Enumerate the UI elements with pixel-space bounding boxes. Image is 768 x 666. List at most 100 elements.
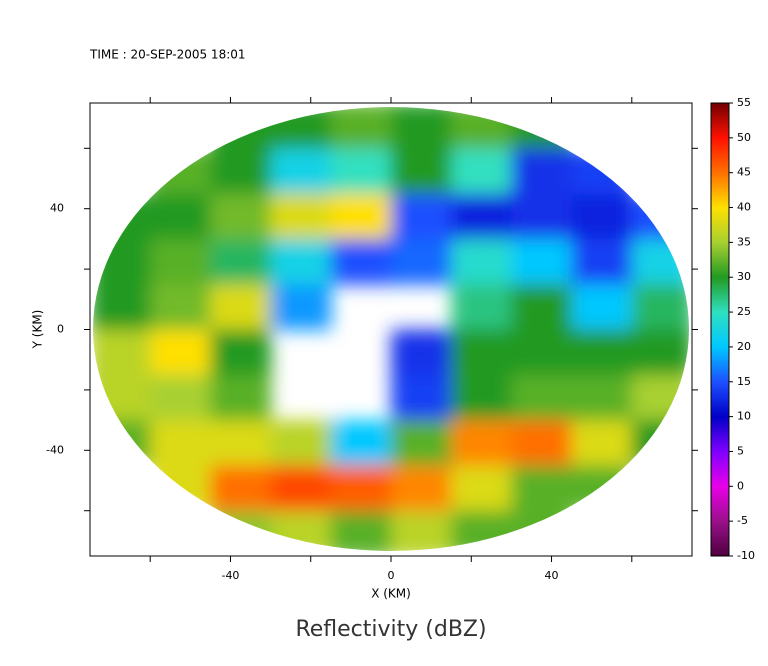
cell <box>150 284 211 330</box>
cell <box>571 193 633 240</box>
cell <box>631 284 689 330</box>
cell <box>210 107 272 149</box>
cell <box>451 107 512 149</box>
x-tick-label: 0 <box>388 569 395 582</box>
cell <box>330 420 392 466</box>
cell <box>93 374 151 421</box>
y-tick-label: 0 <box>57 323 64 336</box>
cell <box>210 510 272 551</box>
cell <box>330 465 392 512</box>
cell <box>150 238 211 285</box>
cell <box>571 238 633 285</box>
cell <box>391 148 452 195</box>
cell <box>451 284 512 330</box>
cell <box>150 465 211 512</box>
cell <box>571 148 633 195</box>
cell <box>451 510 512 551</box>
cell <box>270 465 332 512</box>
cell <box>391 238 452 285</box>
colorbar-tick-label: 5 <box>737 444 744 457</box>
colorbar <box>711 103 729 556</box>
cell <box>631 374 689 421</box>
cell <box>511 193 573 240</box>
cell <box>511 107 573 149</box>
cell <box>93 329 151 376</box>
y-tick-label: -40 <box>46 443 64 456</box>
cell <box>571 465 633 512</box>
cell <box>511 284 573 330</box>
cell <box>571 374 633 421</box>
colorbar-tick-label: 55 <box>737 96 751 109</box>
cell <box>391 374 452 421</box>
colorbar-tick-label: 20 <box>737 340 751 353</box>
cell <box>150 193 211 240</box>
field <box>93 107 689 551</box>
cell <box>631 420 689 466</box>
cell <box>391 107 452 149</box>
cell <box>270 148 332 195</box>
chart-title: Reflectivity (dBZ) <box>295 617 486 642</box>
y-axis-label: Y (KM) <box>31 310 45 350</box>
cell <box>391 420 452 466</box>
cell <box>451 465 512 512</box>
x-tick-label: -40 <box>221 569 239 582</box>
colorbar-tick-label: -10 <box>737 549 755 562</box>
x-tick-label: 40 <box>545 569 559 582</box>
cell <box>330 148 392 195</box>
cell <box>511 238 573 285</box>
cell <box>210 148 272 195</box>
cell <box>270 284 332 330</box>
cell <box>511 329 573 376</box>
cell <box>270 238 332 285</box>
colorbar-tick-label: 35 <box>737 235 751 248</box>
cell <box>210 420 272 466</box>
cell <box>391 329 452 376</box>
colorbar-tick-label: 15 <box>737 375 751 388</box>
cell <box>330 238 392 285</box>
cell <box>511 374 573 421</box>
colorbar-tick-label: 30 <box>737 270 751 283</box>
cell <box>391 510 452 551</box>
cell <box>571 329 633 376</box>
cell <box>210 465 272 512</box>
cell <box>511 148 573 195</box>
y-tick-label: 40 <box>50 202 64 215</box>
subtitle: TIME : 20-SEP-2005 18:01 <box>89 48 246 62</box>
cell <box>511 510 573 551</box>
cell <box>210 284 272 330</box>
cell <box>270 193 332 240</box>
cell <box>330 107 392 149</box>
cell <box>631 193 689 240</box>
cell <box>93 284 151 330</box>
colorbar-frame <box>710 102 730 557</box>
colorbar-tick-label: 10 <box>737 410 751 423</box>
cell <box>451 374 512 421</box>
cell <box>210 374 272 421</box>
cell <box>150 374 211 421</box>
cell <box>150 329 211 376</box>
cell <box>270 107 332 149</box>
cell <box>93 193 151 240</box>
cell <box>631 329 689 376</box>
cell <box>451 329 512 376</box>
cell <box>210 329 272 376</box>
radar-disc <box>93 107 689 551</box>
cell <box>451 420 512 466</box>
cell <box>391 465 452 512</box>
cell <box>210 238 272 285</box>
cell <box>270 420 332 466</box>
cell <box>451 193 512 240</box>
colorbar-tick-label: -5 <box>737 514 748 527</box>
cell <box>270 510 332 551</box>
cell <box>451 238 512 285</box>
cell <box>571 420 633 466</box>
cell <box>330 193 392 240</box>
colorbar-tick-label: 45 <box>737 166 751 179</box>
colorbar-tick-label: 0 <box>737 479 744 492</box>
cell <box>150 148 211 195</box>
colorbar-tick-label: 40 <box>737 201 751 214</box>
cell <box>571 284 633 330</box>
cell <box>150 420 211 466</box>
colorbar-tick-label: 50 <box>737 131 751 144</box>
